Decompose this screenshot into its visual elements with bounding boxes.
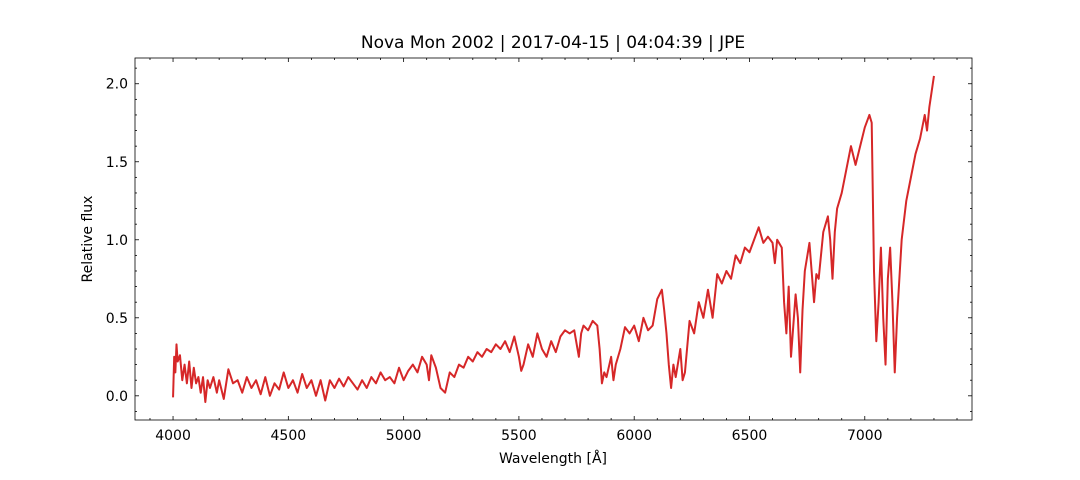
y-tick-label: 0.0 bbox=[106, 389, 128, 405]
x-tick-label: 4500 bbox=[271, 428, 307, 444]
y-tick-label: 0.5 bbox=[106, 311, 128, 327]
spectrum-line bbox=[172, 75, 935, 404]
chart-title: Nova Mon 2002 | 2017-04-15 | 04:04:39 | … bbox=[361, 33, 745, 53]
x-tick-label: 4000 bbox=[155, 428, 191, 444]
y-tick-label: 2.0 bbox=[106, 77, 128, 93]
y-tick-label: 1.5 bbox=[106, 155, 128, 171]
x-tick-label: 6000 bbox=[616, 428, 652, 444]
plot-frame bbox=[134, 57, 973, 421]
x-tick-label: 5000 bbox=[386, 428, 422, 444]
y-axis-label: Relative flux bbox=[80, 196, 96, 283]
x-axis-label: Wavelength [Å] bbox=[499, 450, 607, 467]
y-tick-label: 1.0 bbox=[106, 233, 128, 249]
x-tick-label: 5500 bbox=[501, 428, 537, 444]
x-tick-label: 6500 bbox=[732, 428, 768, 444]
x-tick-label: 7000 bbox=[847, 428, 883, 444]
